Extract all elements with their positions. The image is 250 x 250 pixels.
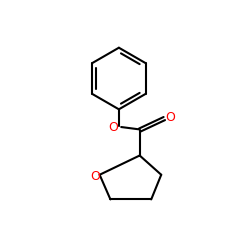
Text: O: O: [108, 121, 118, 134]
Text: O: O: [166, 110, 175, 124]
Text: O: O: [90, 170, 100, 183]
